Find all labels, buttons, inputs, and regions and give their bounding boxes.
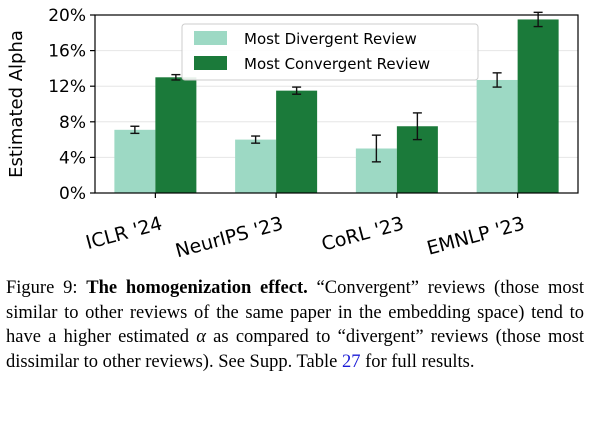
y-tick-label: 20% [48,6,86,26]
y-tick-label: 8% [59,113,86,133]
y-tick-label: 16% [48,42,86,62]
bar-divergent [235,139,277,193]
y-ticks: 0% 4% 8% 12% 16% 20% [48,6,95,204]
error-bar [251,135,261,144]
error-bars [130,11,543,163]
error-bar [171,73,181,81]
figure-caption: Figure 9: The homogenization effect. “Co… [6,276,584,374]
legend-swatch [194,56,227,70]
error-bar [292,86,302,95]
y-tick-label: 12% [48,77,86,97]
bar-divergent [476,79,518,193]
error-bar [412,112,422,141]
x-tick-label: EMNLP '23 [425,213,527,260]
y-tick-label: 4% [59,148,86,168]
caption-text-2: as compared to “divergent” reviews (thos… [6,327,584,372]
caption-prefix: Figure 9: [6,278,87,298]
legend-label: Most Divergent Review [244,30,417,48]
error-bar [492,72,502,88]
error-bar [130,125,140,135]
plot-frame [94,14,579,194]
caption-title: The homogenization effect. [86,278,308,298]
caption-text-1: “Convergent” reviews (those most similar… [6,278,584,348]
x-tick-label: NeurIPS '23 [173,213,285,263]
x-ticks: ICLR '24 NeurIPS '23 CoRL '23 EMNLP '23 [84,193,527,262]
bar-convergent [517,19,559,194]
legend-box [181,23,479,81]
y-axis-label: Estimated Alpha [6,30,27,178]
legend-swatch [194,31,227,45]
error-bar [371,134,381,163]
bar-convergent [276,90,318,193]
bars [114,19,559,194]
caption-alpha-symbol: α [196,327,206,348]
caption-text-3: for full results. [360,351,475,372]
x-tick-label: CoRL '23 [319,213,406,256]
bar-chart: 0% 4% 8% 12% 16% 20% ICLR '24 NeurIPS '23 CoRL … [6,6,579,262]
legend-label: Most Convergent Review [244,55,430,73]
bar-divergent [114,129,156,193]
y-tick-label: 0% [59,184,86,204]
x-tick-label: ICLR '24 [84,213,165,254]
caption-table-link[interactable]: 27 [341,351,361,372]
bar-convergent [155,77,197,193]
legend: Most Divergent Review Most Convergent Rev… [181,23,479,81]
